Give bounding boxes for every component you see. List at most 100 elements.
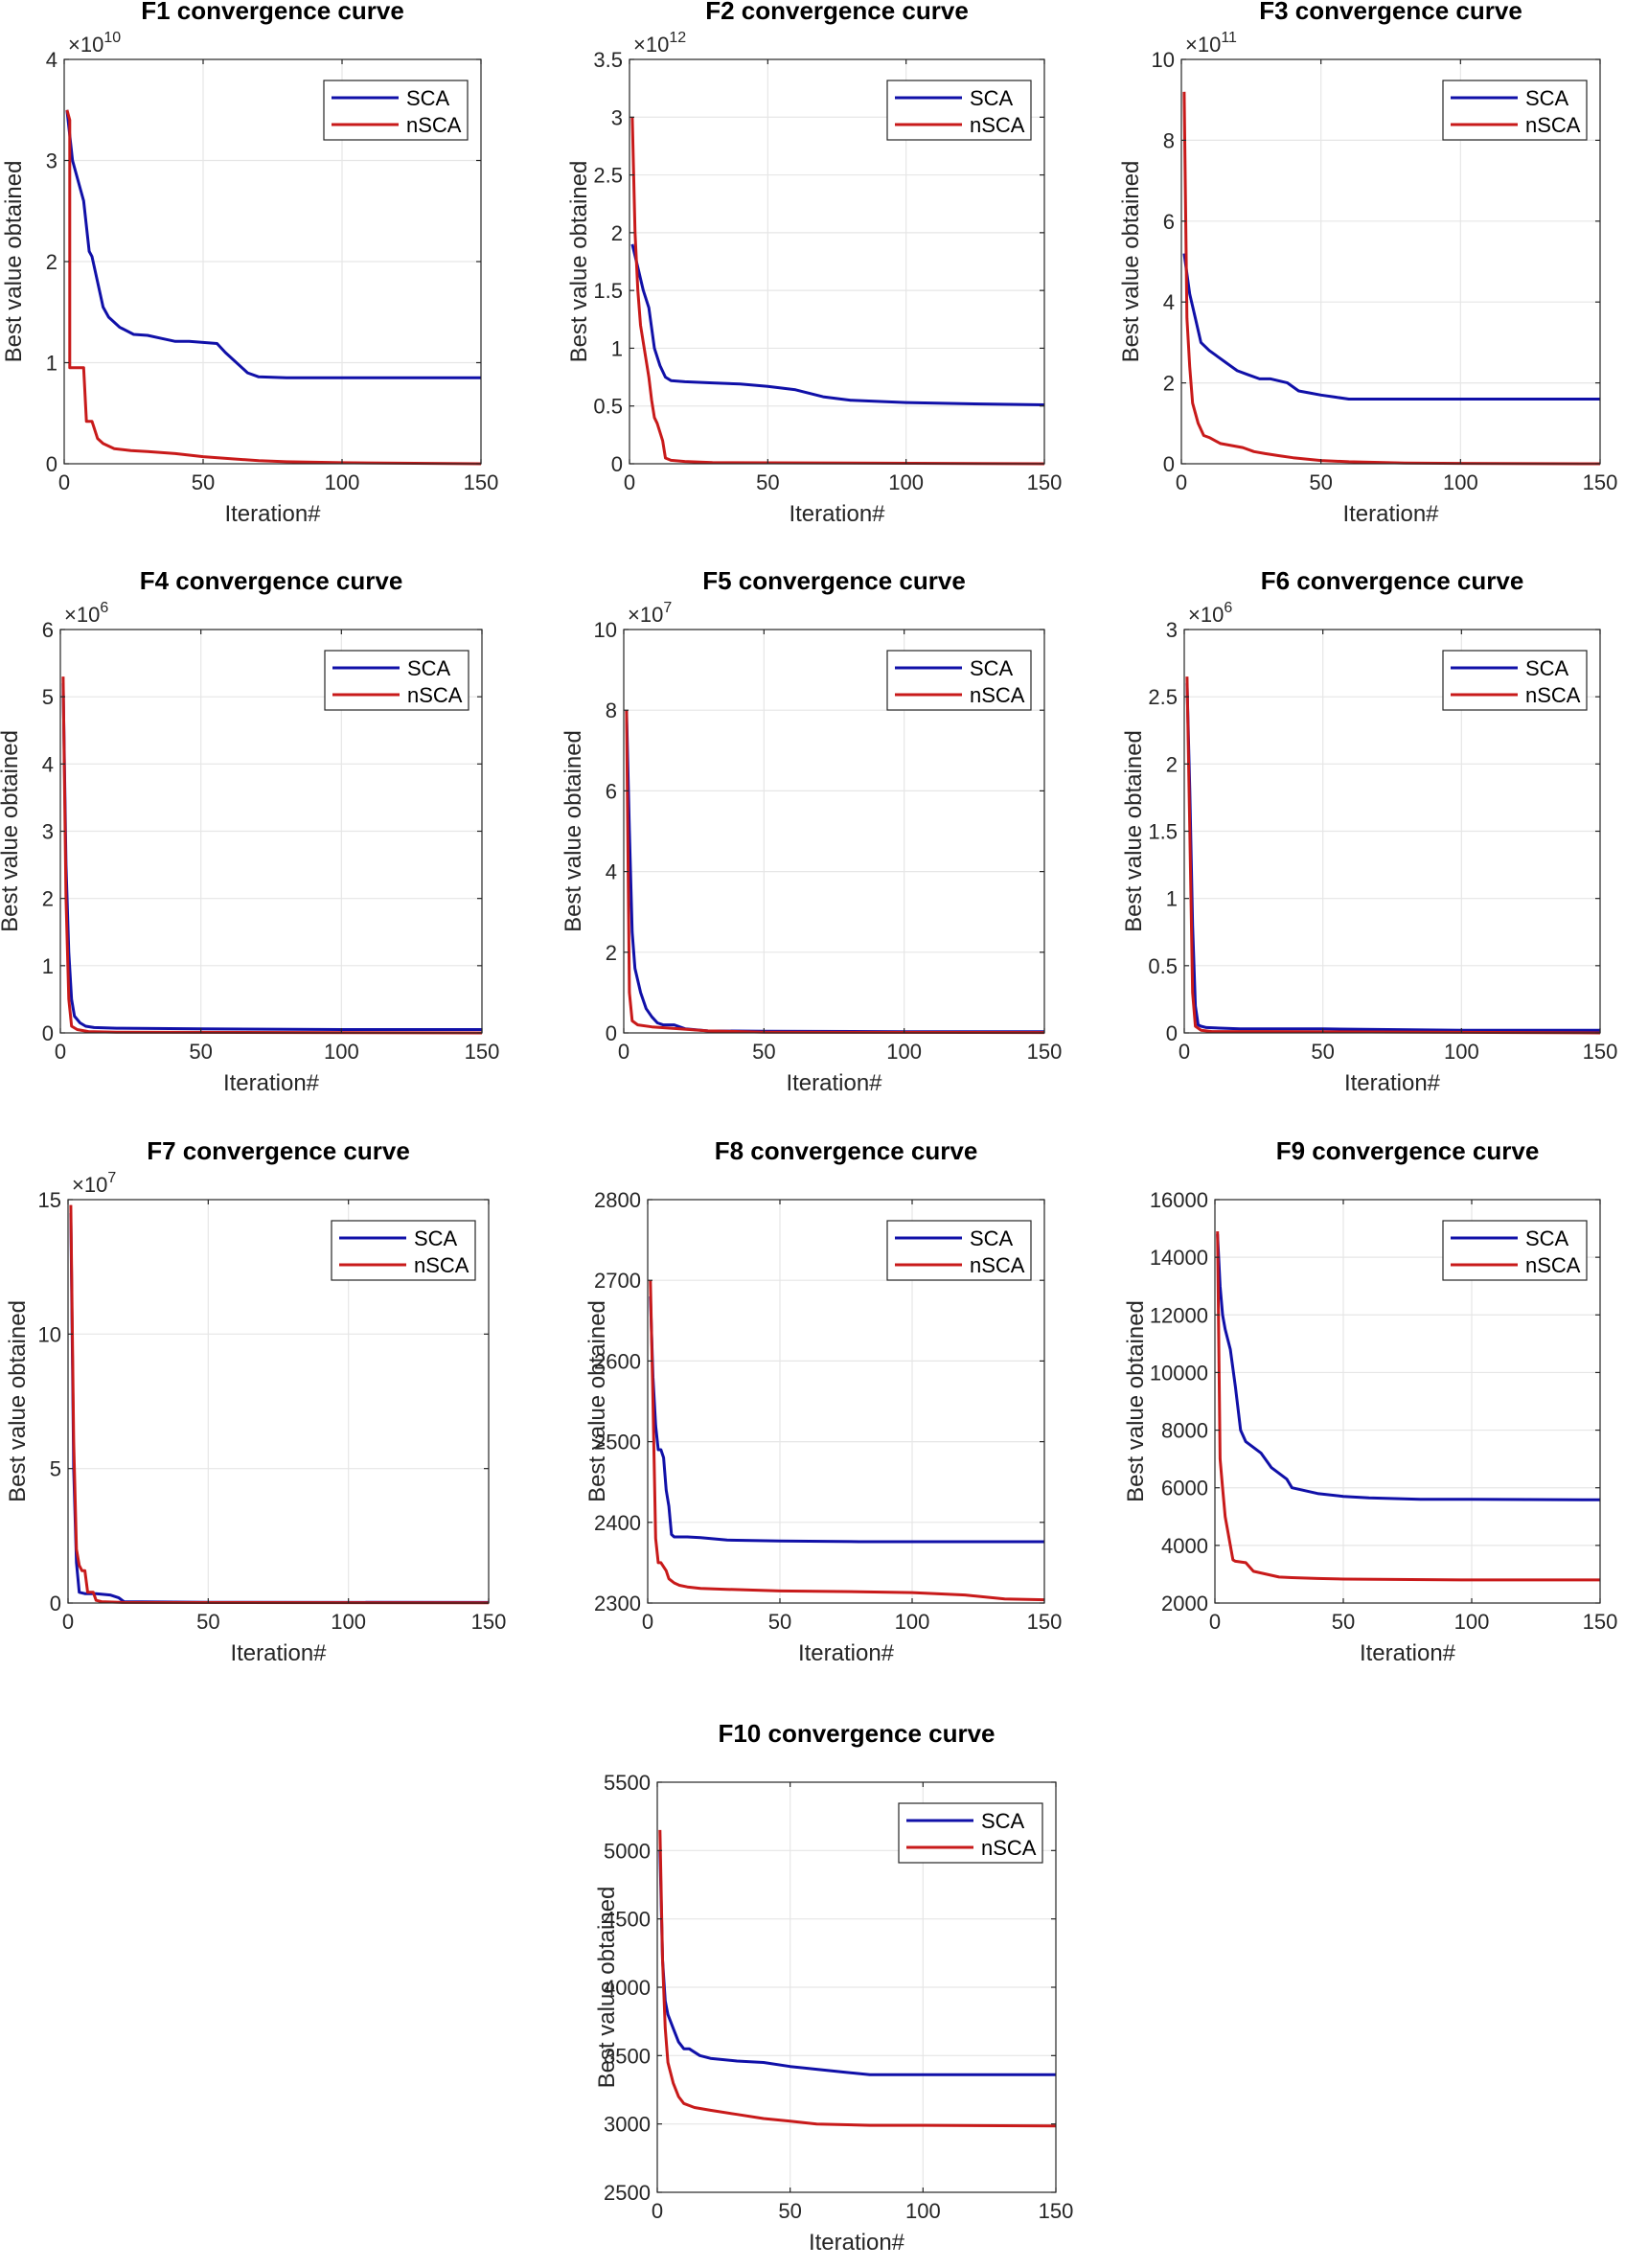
legend-label-sca: SCA [1525,656,1569,680]
x-tick-label: 150 [465,1040,500,1064]
chart-title: F4 convergence curve [140,566,403,595]
legend-label-nsca: nSCA [407,683,463,707]
axes-frame [629,58,1045,465]
legend-box [1442,80,1588,141]
x-tick-label: 100 [324,1040,359,1064]
chart-panel-10: 0 50 100 150 2500 3000 3500 4000 4500 5000 5500 F10… [594,1719,1073,2256]
y-tick-label: 0 [606,1021,617,1045]
series-line-sca [658,1850,1056,2076]
y-tick-label: 5 [50,1457,61,1481]
series-line-nsca [1182,91,1601,466]
series-line-nsca [65,109,482,466]
x-tick-label: 0 [55,1040,66,1064]
y-tick-label: 8000 [1161,1419,1208,1443]
x-axis-label: Iteration# [230,1640,327,1666]
y-axis-label: Best value obtained [1118,161,1144,363]
y-tick-label: 1.5 [593,279,623,303]
legend-box [1442,650,1588,711]
x-tick-label: 0 [1179,1040,1190,1064]
series-line-nsca [61,676,483,1035]
x-tick-label: 150 [1027,1040,1063,1064]
y-exponent-power: 10 [103,30,121,46]
axes-frame [647,1199,1045,1604]
x-tick-label: 150 [1583,1040,1618,1064]
x-tick-label: 0 [642,1610,653,1634]
y-tick-label: 2300 [594,1592,641,1615]
axes-frame [623,629,1045,1034]
legend-label-sca: SCA [970,656,1014,680]
y-tick-label: 1 [1166,887,1178,911]
y-axis-label: Best value obtained [561,730,586,932]
chart-title: F7 convergence curve [147,1136,410,1165]
y-exponent-label: ×1011 [1185,30,1237,57]
x-tick-label: 100 [888,470,924,494]
x-tick-label: 50 [1309,470,1332,494]
y-tick-label: 5000 [604,1839,651,1863]
legend-box [323,80,469,141]
y-tick-label: 2400 [594,1511,641,1535]
y-tick-label: 10 [594,618,617,642]
y-exponent-label: ×1012 [633,30,686,57]
y-tick-label: 2.5 [593,164,623,188]
y-exponent-power: 6 [100,600,108,616]
y-tick-label: 14000 [1150,1246,1208,1270]
x-tick-label: 50 [768,1610,791,1634]
y-exponent-label: ×106 [64,600,108,627]
y-tick-label: 1 [611,336,623,360]
y-tick-label: 3000 [604,2113,651,2137]
x-tick-label: 100 [905,2199,941,2223]
series-line-nsca [649,1280,1045,1602]
y-exponent-power: 7 [663,600,672,616]
series-line-sca [1216,1234,1601,1501]
y-axis-label: Best value obtained [0,730,23,932]
legend: SCA nSCA [886,1220,1032,1281]
legend-label-nsca: nSCA [981,1836,1037,1860]
y-tick-label: 5 [42,685,54,709]
axes-frame [67,1199,490,1604]
y-tick-label: 2.5 [1148,685,1178,709]
y-exponent-label: ×107 [628,600,672,627]
y-tick-label: 10 [38,1322,61,1346]
y-tick-label: 3500 [604,2044,651,2068]
x-tick-label: 50 [752,1040,775,1064]
legend: SCA nSCA [323,80,469,141]
legend: SCA nSCA [886,650,1032,711]
y-axis-label: Best value obtained [1,161,27,363]
x-axis-label: Iteration# [789,501,885,527]
x-axis-label: Iteration# [1344,1070,1441,1096]
legend-label-sca: SCA [407,656,451,680]
legend-label-nsca: nSCA [970,113,1025,137]
series-line-nsca [1216,1231,1600,1582]
y-exponent-power: 6 [1224,600,1232,616]
chart-title: F10 convergence curve [718,1719,995,1748]
y-tick-label: 2 [1163,372,1175,396]
y-tick-label: 3 [42,820,54,844]
y-exponent-label: ×107 [72,1170,116,1197]
series-line-nsca [69,1204,490,1605]
x-axis-label: Iteration# [809,2230,905,2256]
y-exponent-power: 11 [1221,30,1237,46]
y-tick-label: 0 [46,452,57,476]
legend-label-sca: SCA [981,1809,1025,1833]
y-tick-label: 0 [1163,452,1175,476]
x-axis-label: Iteration# [1360,1640,1456,1666]
legend: SCA nSCA [1442,650,1588,711]
x-tick-label: 150 [1039,2199,1074,2223]
x-tick-label: 100 [1444,1040,1479,1064]
axes-frame [1214,1199,1601,1604]
legend: SCA nSCA [1442,1220,1588,1281]
series-line-sca [630,243,1045,406]
legend-box [898,1802,1043,1864]
y-tick-label: 4500 [604,1908,651,1932]
x-tick-label: 50 [189,1040,212,1064]
chart-title: F3 convergence curve [1259,0,1522,25]
chart-title: F9 convergence curve [1276,1136,1540,1165]
chart-panel-8: 0 50 100 150 2300 2400 2500 2600 2700 2800 F8 conv… [584,1136,1062,1666]
legend-label-nsca: nSCA [970,683,1025,707]
legend-label-nsca: nSCA [1525,113,1581,137]
x-tick-label: 150 [1027,1610,1063,1634]
x-tick-label: 150 [1583,470,1618,494]
y-tick-label: 2500 [604,2181,651,2205]
y-tick-label: 3.5 [593,48,623,72]
y-tick-label: 10 [1152,48,1175,72]
